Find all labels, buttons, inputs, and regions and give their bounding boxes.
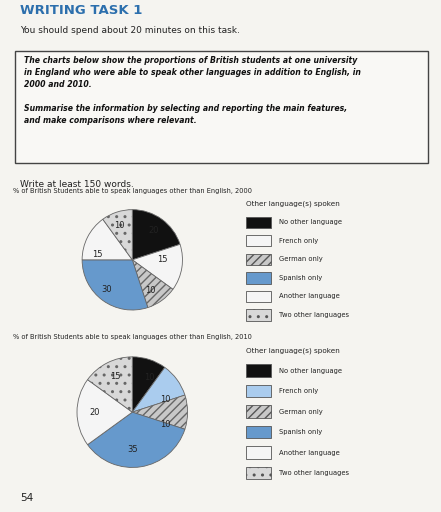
FancyBboxPatch shape [247, 467, 271, 479]
Text: WRITING TASK 1: WRITING TASK 1 [20, 5, 142, 17]
Text: You should spend about 20 minutes on this task.: You should spend about 20 minutes on thi… [20, 27, 240, 35]
Text: Two other languages: Two other languages [279, 312, 348, 318]
Wedge shape [132, 368, 185, 412]
Text: No other language: No other language [279, 368, 342, 374]
FancyBboxPatch shape [247, 446, 271, 459]
Text: French only: French only [279, 238, 318, 244]
Wedge shape [82, 219, 132, 260]
Text: Write at least 150 words.: Write at least 150 words. [20, 180, 134, 189]
Text: The charts below show the proportions of British students at one university
in E: The charts below show the proportions of… [24, 56, 361, 125]
FancyBboxPatch shape [247, 253, 271, 265]
FancyBboxPatch shape [247, 235, 271, 246]
Text: 15: 15 [92, 250, 102, 259]
Wedge shape [132, 260, 173, 308]
Text: 15: 15 [157, 255, 168, 264]
Text: Spanish only: Spanish only [279, 429, 322, 435]
Text: No other language: No other language [279, 219, 342, 225]
Wedge shape [88, 357, 132, 412]
FancyBboxPatch shape [247, 426, 271, 438]
Title: % of British Students able to speak languages other than English, 2010: % of British Students able to speak lang… [13, 334, 252, 340]
Wedge shape [132, 244, 183, 289]
FancyBboxPatch shape [247, 309, 271, 321]
Text: Other language(s) spoken: Other language(s) spoken [247, 201, 340, 207]
Wedge shape [132, 357, 165, 412]
FancyBboxPatch shape [247, 365, 271, 377]
FancyBboxPatch shape [247, 385, 271, 397]
Wedge shape [132, 210, 180, 260]
Wedge shape [88, 412, 185, 467]
Text: 54: 54 [20, 493, 33, 503]
Text: Other language(s) spoken: Other language(s) spoken [247, 347, 340, 354]
Text: Another language: Another language [279, 450, 339, 456]
Wedge shape [82, 260, 148, 310]
Text: German only: German only [279, 257, 322, 262]
Text: 20: 20 [90, 408, 100, 417]
Text: 20: 20 [148, 226, 159, 235]
Text: French only: French only [279, 388, 318, 394]
FancyBboxPatch shape [15, 51, 428, 162]
Text: 10: 10 [145, 286, 155, 295]
Text: Two other languages: Two other languages [279, 470, 348, 476]
Text: 10: 10 [160, 420, 171, 429]
FancyBboxPatch shape [247, 272, 271, 284]
Wedge shape [132, 395, 187, 429]
Text: 10: 10 [160, 395, 171, 404]
FancyBboxPatch shape [247, 291, 271, 302]
Text: German only: German only [279, 409, 322, 415]
Text: Spanish only: Spanish only [279, 275, 322, 281]
Text: 10: 10 [144, 373, 154, 382]
Wedge shape [77, 380, 132, 444]
FancyBboxPatch shape [247, 406, 271, 418]
Wedge shape [103, 210, 132, 260]
FancyBboxPatch shape [247, 217, 271, 228]
Text: 30: 30 [101, 286, 112, 294]
Text: 10: 10 [115, 221, 125, 230]
Title: % of British Students able to speak languages other than English, 2000: % of British Students able to speak lang… [13, 188, 252, 194]
Text: 35: 35 [127, 445, 138, 454]
Text: 15: 15 [110, 372, 121, 381]
Text: Another language: Another language [279, 293, 339, 300]
